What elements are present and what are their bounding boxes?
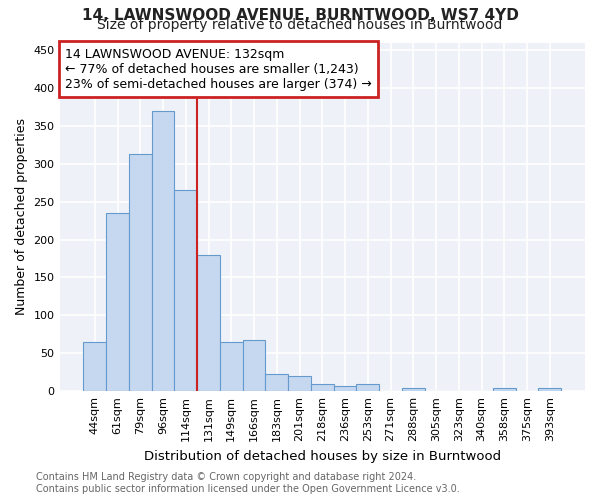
Bar	[129, 154, 152, 391]
Bar	[106, 213, 129, 391]
Y-axis label: Number of detached properties: Number of detached properties	[15, 118, 28, 316]
Bar	[83, 342, 106, 391]
Text: 14 LAWNSWOOD AVENUE: 132sqm
← 77% of detached houses are smaller (1,243)
23% of : 14 LAWNSWOOD AVENUE: 132sqm ← 77% of det…	[65, 48, 371, 90]
Bar	[334, 386, 356, 391]
Text: 14, LAWNSWOOD AVENUE, BURNTWOOD, WS7 4YD: 14, LAWNSWOOD AVENUE, BURNTWOOD, WS7 4YD	[82, 8, 518, 22]
X-axis label: Distribution of detached houses by size in Burntwood: Distribution of detached houses by size …	[144, 450, 501, 462]
Bar	[242, 340, 265, 391]
Bar	[265, 374, 288, 391]
Bar	[175, 190, 197, 391]
Bar	[288, 376, 311, 391]
Bar	[152, 110, 175, 391]
Text: Size of property relative to detached houses in Burntwood: Size of property relative to detached ho…	[97, 18, 503, 32]
Bar	[220, 342, 242, 391]
Bar	[493, 388, 515, 391]
Bar	[538, 388, 561, 391]
Text: Contains HM Land Registry data © Crown copyright and database right 2024.
Contai: Contains HM Land Registry data © Crown c…	[36, 472, 460, 494]
Bar	[197, 254, 220, 391]
Bar	[402, 388, 425, 391]
Bar	[356, 384, 379, 391]
Bar	[311, 384, 334, 391]
